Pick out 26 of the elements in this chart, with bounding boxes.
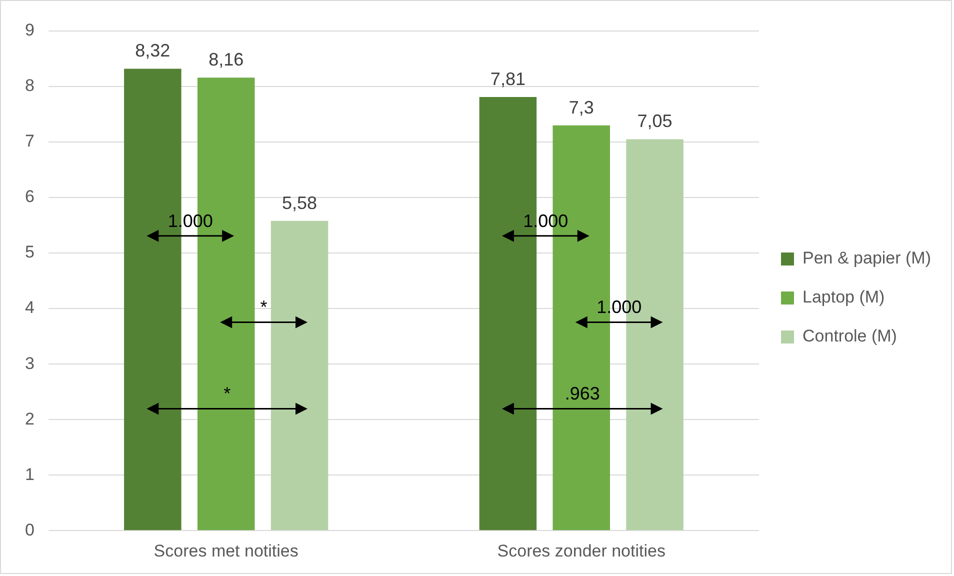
- y-tick-label: 9: [24, 20, 34, 40]
- data-label: 8,16: [208, 50, 244, 70]
- data-label: 8,32: [135, 40, 170, 61]
- y-tick-label: 5: [24, 242, 34, 262]
- y-tick-label: 3: [24, 354, 34, 373]
- bar: [270, 220, 328, 530]
- annotation: *: [260, 297, 268, 318]
- y-tick-label: 7: [24, 132, 34, 151]
- annotation: .963: [564, 384, 600, 404]
- data-label: 5,58: [282, 192, 318, 213]
- y-tick-label: 2: [24, 409, 34, 428]
- annotation: *: [224, 384, 231, 404]
- y-tick-label: 1: [24, 464, 34, 484]
- data-label: 7,3: [568, 97, 594, 118]
- y-tick-label: 6: [24, 187, 34, 206]
- x-tick-label: Scores met notities: [154, 541, 298, 560]
- y-tick-label: 8: [24, 76, 34, 96]
- y-tick-label: 4: [24, 298, 34, 318]
- data-label: 7,81: [490, 69, 526, 90]
- legend-label: Laptop (M): [802, 288, 885, 307]
- data-label: 7,05: [637, 111, 672, 132]
- y-tick-label: 0: [24, 520, 34, 540]
- annotation: 1.000: [596, 297, 642, 318]
- legend-label: Controle (M): [802, 326, 897, 346]
- x-tick-label: Scores zonder notities: [497, 541, 666, 560]
- legend-label: Pen & papier (M): [802, 248, 932, 268]
